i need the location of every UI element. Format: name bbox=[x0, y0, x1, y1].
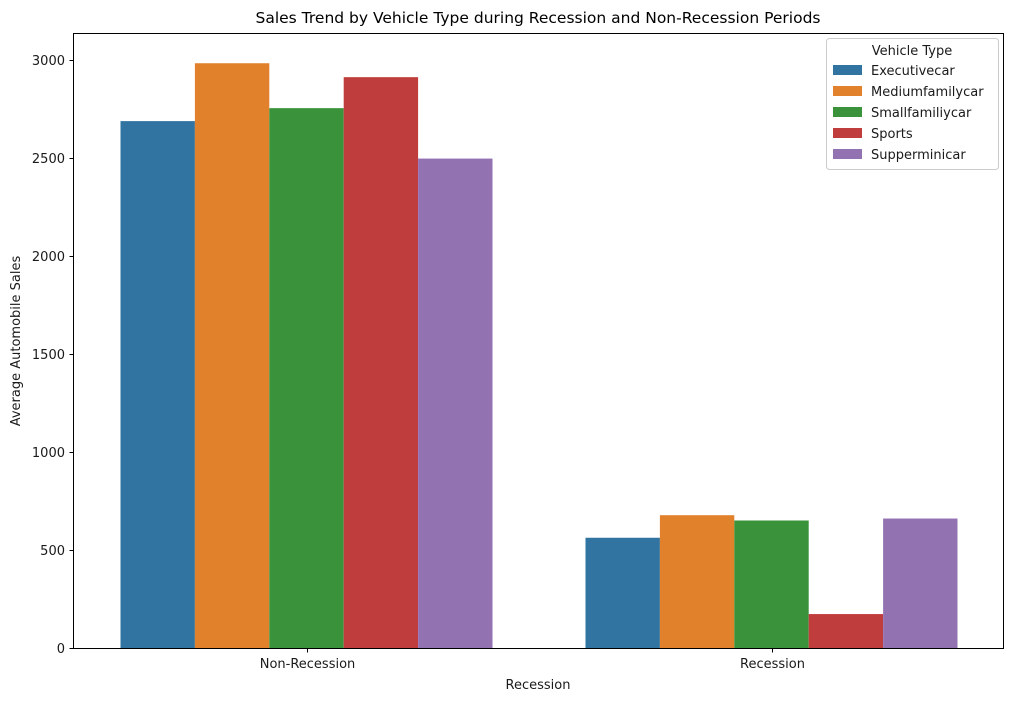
x-axis: Non-Recession Recession bbox=[260, 648, 805, 672]
bar-executivecar-recession bbox=[585, 537, 660, 648]
x-axis-title: Recession bbox=[506, 678, 571, 693]
y-tick-label: 1000 bbox=[32, 446, 65, 461]
bar-supperminicar-non-recession bbox=[418, 158, 493, 648]
y-tick-label: 2000 bbox=[32, 250, 65, 265]
legend-label: Supperminicar bbox=[871, 148, 966, 163]
x-tick-label: Recession bbox=[740, 657, 805, 672]
bar-mediumfamilycar-recession bbox=[659, 515, 735, 648]
legend-swatch bbox=[833, 65, 862, 75]
y-axis: 0 500 1000 1500 2000 2500 3000 bbox=[32, 54, 74, 657]
chart-title: Sales Trend by Vehicle Type during Reces… bbox=[256, 9, 821, 27]
legend-label: Executivecar bbox=[871, 64, 955, 79]
plot-frame bbox=[73, 33, 1004, 649]
y-tick-label: 500 bbox=[40, 544, 65, 559]
legend-swatch bbox=[833, 128, 862, 138]
y-tick-label: 1500 bbox=[32, 348, 65, 363]
bars-group bbox=[120, 63, 958, 649]
y-axis-title: Average Automobile Sales bbox=[9, 256, 24, 427]
bar-smallfamiliycar-recession bbox=[734, 520, 809, 648]
y-tick-label: 2500 bbox=[32, 152, 65, 167]
legend: Vehicle Type Executivecar Mediumfamilycar… bbox=[826, 38, 999, 170]
bar-smallfamiliycar-non-recession bbox=[269, 108, 344, 648]
legend-label: Mediumfamilycar bbox=[871, 85, 984, 100]
legend-box bbox=[826, 38, 999, 170]
y-tick-label: 0 bbox=[57, 642, 65, 657]
bar-sports-non-recession bbox=[343, 77, 419, 648]
legend-swatch bbox=[833, 149, 862, 159]
bar-executivecar-non-recession bbox=[120, 121, 195, 649]
legend-swatch bbox=[833, 86, 862, 96]
legend-items: Executivecar Mediumfamilycar Smallfamiliyc… bbox=[833, 64, 984, 163]
bar-sports-recession bbox=[808, 614, 884, 648]
legend-label: Smallfamiliycar bbox=[871, 106, 972, 121]
legend-title: Vehicle Type bbox=[872, 44, 952, 59]
bar-supperminicar-recession bbox=[883, 518, 958, 648]
legend-label: Sports bbox=[871, 127, 913, 142]
bar-mediumfamilycar-non-recession bbox=[194, 63, 270, 649]
legend-swatch bbox=[833, 107, 862, 117]
y-tick-label: 3000 bbox=[32, 54, 65, 69]
x-tick-label: Non-Recession bbox=[260, 657, 356, 672]
